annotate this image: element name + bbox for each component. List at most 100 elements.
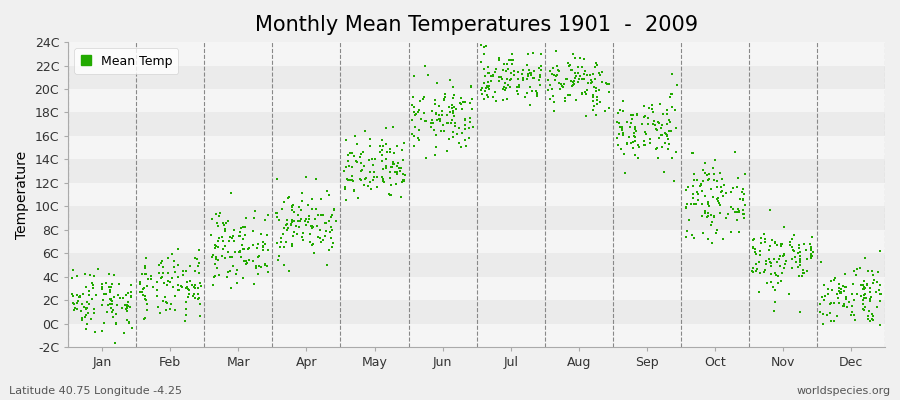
Point [695, 188, 709, 194]
Point [104, 305, 118, 311]
Point [120, 316, 134, 323]
Point [237, 246, 251, 252]
Point [805, 234, 819, 240]
Point [650, 126, 664, 133]
Point [861, 316, 876, 322]
Point [497, 84, 511, 90]
Point [645, 109, 660, 115]
Point [665, 154, 680, 161]
Point [562, 63, 576, 69]
Point [686, 182, 700, 189]
Point [869, 304, 884, 310]
Point [837, 300, 851, 307]
Point [370, 184, 384, 190]
Point [510, 84, 525, 90]
Point [805, 247, 819, 253]
Point [761, 256, 776, 262]
Point [445, 102, 459, 108]
Point [234, 224, 248, 231]
Point [719, 190, 733, 196]
Point [327, 206, 341, 212]
Point [428, 144, 443, 150]
Point [269, 210, 284, 216]
Point [788, 259, 803, 265]
Point [439, 148, 454, 154]
Point [861, 268, 876, 274]
Point [495, 76, 509, 82]
Point [616, 98, 630, 105]
Point [435, 112, 449, 118]
Point [752, 258, 766, 265]
Point [732, 207, 746, 214]
Point [180, 284, 194, 290]
Point [66, 300, 80, 306]
Point [866, 272, 880, 278]
Point [447, 104, 462, 111]
Point [762, 258, 777, 265]
Point [429, 132, 444, 138]
Point [165, 274, 179, 281]
Point [572, 76, 586, 82]
Point [639, 131, 653, 137]
Point [124, 282, 139, 288]
Point [254, 264, 268, 270]
Point [356, 166, 370, 173]
Point [485, 73, 500, 80]
Point [82, 301, 96, 307]
Point [79, 306, 94, 312]
Point [584, 80, 598, 86]
Point [773, 253, 788, 260]
Point [854, 292, 868, 299]
Point [459, 142, 473, 149]
Point [796, 270, 811, 277]
Point [106, 307, 121, 313]
Point [121, 302, 135, 309]
Point [562, 63, 576, 69]
Point [850, 290, 864, 297]
Point [383, 168, 398, 175]
Point [191, 263, 205, 270]
Point [236, 236, 250, 242]
Point [122, 319, 136, 325]
Point [474, 91, 489, 97]
Point [152, 262, 166, 268]
Point [863, 296, 878, 302]
Point [182, 286, 196, 293]
Point [158, 307, 173, 313]
Point [140, 283, 154, 290]
Point [832, 287, 846, 294]
Point [341, 152, 356, 159]
Point [222, 238, 237, 244]
Point [476, 66, 491, 72]
Point [71, 294, 86, 300]
Point [821, 291, 835, 297]
Point [209, 211, 223, 218]
Point [284, 242, 299, 249]
Point [413, 98, 428, 104]
Point [624, 140, 638, 146]
Point [795, 273, 809, 279]
Point [813, 309, 827, 315]
Point [824, 318, 839, 324]
Point [761, 247, 776, 253]
Point [866, 279, 880, 286]
Point [391, 160, 405, 166]
Point [171, 287, 185, 293]
Point [216, 222, 230, 228]
Point [858, 255, 872, 262]
Point [183, 262, 197, 269]
Point [598, 80, 613, 86]
Point [292, 224, 307, 230]
Point [150, 304, 165, 310]
Point [350, 141, 365, 147]
Point [714, 189, 728, 195]
Point [482, 70, 496, 76]
Point [686, 195, 700, 201]
Point [599, 81, 614, 88]
Point [736, 195, 751, 202]
Point [553, 86, 567, 93]
Bar [68, 206, 885, 230]
Point [281, 195, 295, 201]
Point [777, 265, 791, 271]
Point [249, 263, 264, 270]
